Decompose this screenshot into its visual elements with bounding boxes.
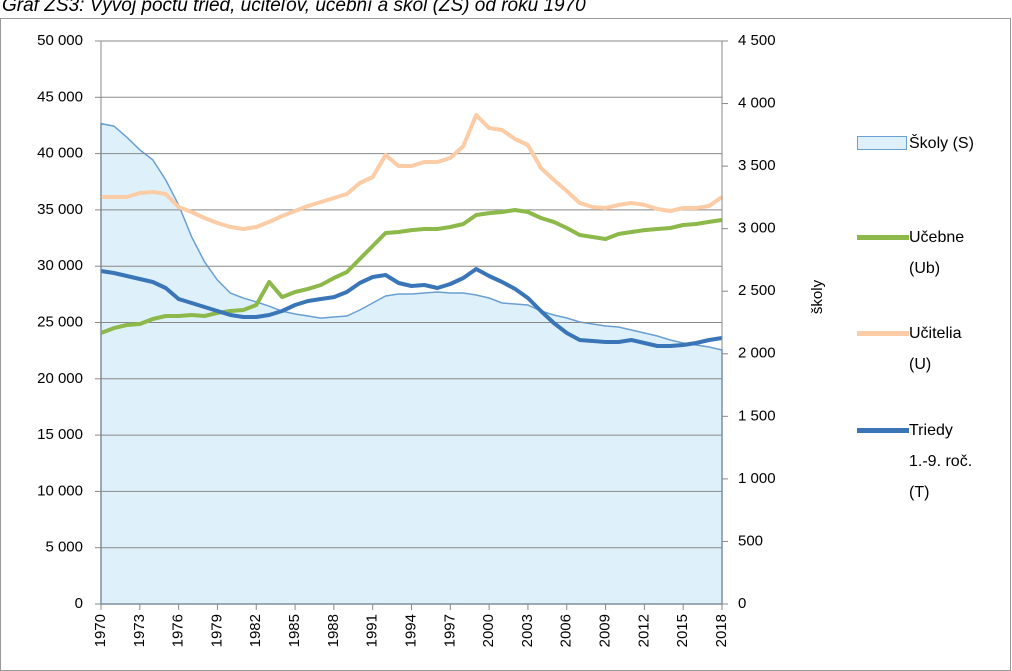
y-tick-label: 40 000 [37, 145, 83, 162]
x-tick-label: 1991 [364, 614, 381, 647]
y-tick-label: 25 000 [37, 313, 83, 330]
legend-label: Triedy 1.-9. roč. (T) [909, 422, 973, 501]
legend-marker [857, 136, 907, 150]
legend-entry: Učebne (Ub) [857, 222, 987, 284]
grid [101, 40, 722, 605]
y2-tick-label: 3 000 [738, 220, 776, 237]
y2-tick-label: 4 000 [738, 95, 776, 112]
legend-entry: Triedy 1.-9. roč. (T) [857, 415, 987, 508]
legend-entry: Školy (S) [857, 128, 1012, 159]
y-tick-label: 5 000 [45, 539, 83, 556]
x-tick-label: 1973 [131, 614, 148, 647]
x-tick-label: 2009 [597, 614, 614, 647]
series-line [100, 208, 723, 335]
y2-tick-label: 500 [738, 532, 763, 549]
y-tick-label: 10 000 [37, 482, 83, 499]
legend-label: Učitelia (U) [909, 325, 962, 373]
legend-marker [857, 235, 909, 240]
y-tick-label: 30 000 [37, 257, 83, 274]
y-tick-label: 20 000 [37, 370, 83, 387]
x-tick-label: 1988 [325, 614, 342, 647]
legend-swatch [857, 415, 909, 445]
y-tick-label: 50 000 [37, 32, 83, 49]
x-tick-label: 1976 [170, 614, 187, 647]
x-tick-label: 2006 [558, 614, 575, 647]
y2-tick-label: 0 [738, 595, 746, 612]
y2-axis-label: školy [809, 279, 826, 314]
y2-tick-label: 1 000 [738, 470, 776, 487]
legend-marker [857, 428, 909, 433]
x-tick-label: 1979 [208, 614, 225, 647]
x-tick-label: 2018 [713, 614, 730, 647]
legend-label: Učebne (Ub) [909, 229, 965, 277]
x-tick-label: 1982 [247, 614, 264, 647]
y-tick-label: 45 000 [37, 88, 83, 105]
legend-swatch [857, 318, 909, 348]
x-tick-label: 1994 [402, 614, 419, 647]
y2-tick-label: 4 500 [738, 32, 776, 49]
legend-swatch [857, 128, 909, 158]
legend-swatch [857, 222, 909, 252]
x-tick-label: 2000 [480, 614, 497, 647]
x-tick-label: 2015 [674, 614, 691, 647]
y-tick-label: 15 000 [37, 426, 83, 443]
chart-title: Graf ZŠ3: Vývoj počtu tried, učiteľov, u… [2, 0, 586, 16]
y2-tick-label: 3 500 [738, 157, 776, 174]
x-tick-label: 1997 [441, 614, 458, 647]
legend-entry: Učitelia (U) [857, 318, 987, 380]
series-line [100, 267, 723, 348]
y2-tick-label: 1 500 [738, 407, 776, 424]
lines [100, 113, 724, 348]
x-tick-label: 1970 [92, 614, 109, 647]
x-tick-label: 1985 [286, 614, 303, 647]
legend-marker [857, 331, 909, 336]
series-line [101, 113, 724, 231]
area-fill [100, 122, 723, 605]
y2-tick-label: 2 500 [738, 282, 776, 299]
y-tick-label: 0 [75, 595, 83, 612]
x-tick-label: 2003 [519, 614, 536, 647]
y2-tick-label: 2 000 [738, 345, 776, 362]
x-tick-label: 2012 [635, 614, 652, 647]
legend-label: Školy (S) [909, 135, 974, 152]
y-tick-label: 35 000 [37, 201, 83, 218]
